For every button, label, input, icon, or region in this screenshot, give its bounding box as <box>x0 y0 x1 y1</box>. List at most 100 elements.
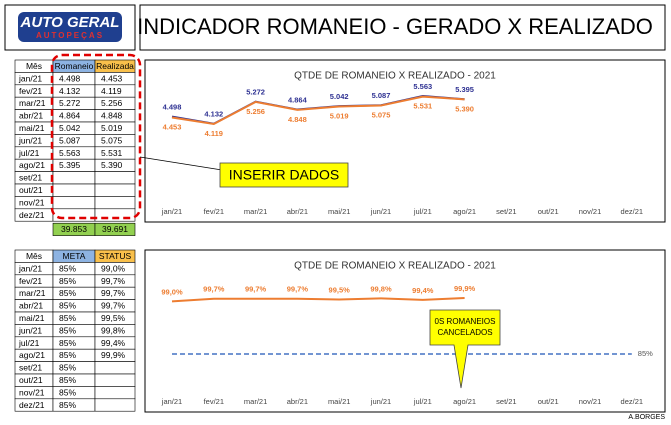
x-tick-label: out/21 <box>538 207 559 216</box>
x-tick-label: jul/21 <box>413 207 432 216</box>
total-text: 39.691 <box>102 224 128 234</box>
cell-text: mai/21 <box>19 313 45 323</box>
cell-text: 5.087 <box>59 135 81 145</box>
data-label: 5.256 <box>246 107 265 116</box>
footer: A.BORGES <box>628 414 665 420</box>
chart-title: QTDE DE ROMANEIO X REALIZADO - 2021 <box>294 71 496 82</box>
cell-text: 85% <box>59 363 76 373</box>
data-label: 99,7% <box>287 285 309 294</box>
cell-text: fev/21 <box>19 276 42 286</box>
cell-text: out/21 <box>19 375 43 385</box>
cell-text: abr/21 <box>19 111 43 121</box>
data-label: 5.087 <box>372 91 391 100</box>
x-tick-label: nov/21 <box>579 397 602 406</box>
cell-text: 99,7% <box>101 301 126 311</box>
cell-text: dez/21 <box>19 400 45 410</box>
logo-text: AUTO GERAL <box>20 14 120 31</box>
callout-text: INSERIR DADOS <box>229 167 339 183</box>
cell-text: fev/21 <box>19 86 42 96</box>
x-tick-label: jan/21 <box>161 207 182 216</box>
data-label: 99,9% <box>454 284 476 293</box>
x-tick-label: jun/21 <box>370 207 391 216</box>
chart-box <box>144 249 666 413</box>
data-label: 5.531 <box>413 102 432 111</box>
cell-text: 4.132 <box>59 86 81 96</box>
data-label: 4.498 <box>163 103 182 112</box>
x-tick-label: mai/21 <box>328 207 351 216</box>
cell-text: 85% <box>59 313 76 323</box>
x-tick-label: mai/21 <box>328 397 351 406</box>
cell-text: 85% <box>59 338 76 348</box>
cell-text: 99,7% <box>101 288 126 298</box>
x-tick-label: dez/21 <box>621 397 644 406</box>
data-label: 99,0% <box>161 287 183 296</box>
callout-line <box>139 156 223 171</box>
cell-text: 99,9% <box>101 350 126 360</box>
cell-text: 5.019 <box>101 123 123 133</box>
cell-text: 99,0% <box>101 263 126 273</box>
callout-text: 0S ROMANEIOS <box>435 317 496 326</box>
series-line <box>171 297 465 303</box>
cell-text: 85% <box>59 350 76 360</box>
cell-text: 5.075 <box>101 135 123 145</box>
data-label: 5.563 <box>413 82 432 91</box>
cell <box>52 183 96 197</box>
cell-text: 4.453 <box>101 73 123 83</box>
data-label: 99,7% <box>203 285 225 294</box>
cell <box>94 196 136 210</box>
cell-text: nov/21 <box>19 387 45 397</box>
callout-shape <box>429 309 501 389</box>
cell-text: 5.395 <box>59 160 81 170</box>
callout-text: CANCELADOS <box>437 328 492 337</box>
x-tick-label: ago/21 <box>453 207 476 216</box>
x-tick-label: fev/21 <box>204 397 224 406</box>
x-tick-label: set/21 <box>496 397 516 406</box>
cell-text: 85% <box>59 288 76 298</box>
cell-text: 5.256 <box>101 98 123 108</box>
data-label: 5.042 <box>330 92 349 101</box>
cell-text: 5.272 <box>59 98 81 108</box>
cell-text: jan/21 <box>18 263 42 273</box>
chart-box <box>144 59 666 223</box>
header-text: Mês <box>26 251 42 261</box>
cell-text: 4.848 <box>101 111 123 121</box>
logo-sub: AUTOPEÇAS <box>36 31 104 40</box>
cell-text: 85% <box>59 400 76 410</box>
data-label: 5.272 <box>246 88 265 97</box>
cell-text: 5.390 <box>101 160 123 170</box>
cell-text: nov/21 <box>19 197 45 207</box>
cell <box>94 183 136 197</box>
data-label: 5.075 <box>372 110 391 119</box>
header-text: Romaneio <box>55 61 94 71</box>
cell-text: mai/21 <box>19 123 45 133</box>
cell-text: out/21 <box>19 185 43 195</box>
total-text: 39.853 <box>61 224 87 234</box>
cell-text: mar/21 <box>19 98 46 108</box>
x-tick-label: fev/21 <box>204 207 224 216</box>
x-tick-label: jun/21 <box>370 397 391 406</box>
input-highlight <box>50 53 142 220</box>
cell-text: set/21 <box>19 363 42 373</box>
cell-text: 5.531 <box>101 148 123 158</box>
data-label: 4.864 <box>288 96 308 105</box>
header-text: STATUS <box>99 251 132 261</box>
x-tick-label: abr/21 <box>287 397 308 406</box>
cell-text: dez/21 <box>19 210 45 220</box>
x-tick-label: jul/21 <box>413 397 432 406</box>
data-label: 4.119 <box>205 129 223 138</box>
header-text: META <box>63 251 86 261</box>
cell-text: 85% <box>59 387 76 397</box>
cell-text: 99,4% <box>101 338 126 348</box>
series-line <box>171 95 465 126</box>
page-title: INDICADOR ROMANEIO - GERADO X REALIZADO <box>137 14 653 39</box>
cell-text: 4.498 <box>59 73 81 83</box>
cell-text: jul/21 <box>18 338 40 348</box>
logo-badge <box>18 12 122 42</box>
cell-text: 85% <box>59 375 76 385</box>
cell-text: 99,5% <box>101 313 126 323</box>
chart-title: QTDE DE ROMANEIO X REALIZADO - 2021 <box>294 261 496 272</box>
cell <box>94 361 136 375</box>
data-label: 99,4% <box>412 286 434 295</box>
x-tick-label: nov/21 <box>579 207 602 216</box>
total-cell <box>94 222 136 236</box>
